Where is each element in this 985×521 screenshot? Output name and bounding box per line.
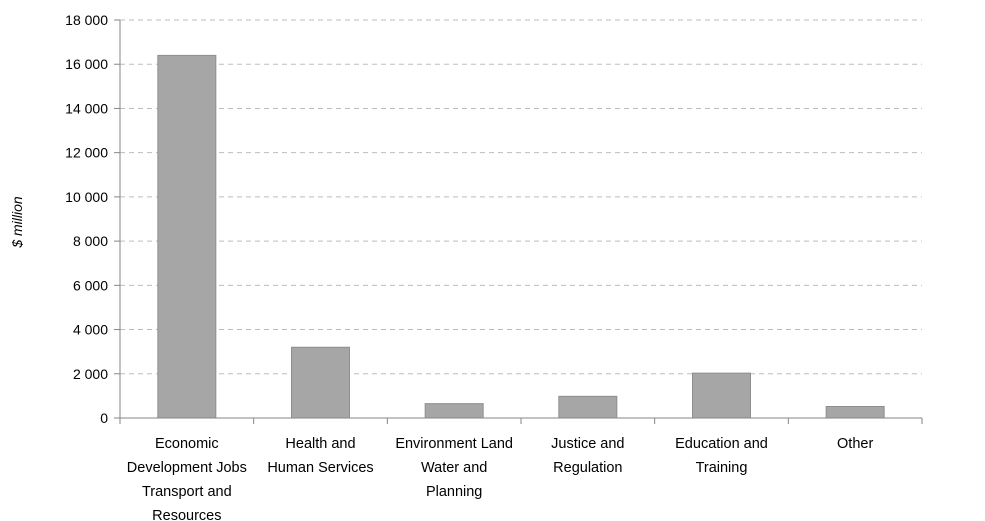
x-category-label-line: Development Jobs xyxy=(127,460,247,476)
y-tick-label: 6 000 xyxy=(73,277,108,293)
x-category-label-line: Economic xyxy=(155,436,219,452)
y-axis-title: $ million xyxy=(9,196,25,249)
x-category-label: Environment Land Water and Planning xyxy=(395,436,513,500)
x-category-label: Other xyxy=(837,436,873,452)
x-category-label-line: Justice and xyxy=(551,436,624,452)
bars xyxy=(157,54,885,419)
x-category-label-line: Resources xyxy=(152,508,221,521)
y-tick-label: 12 000 xyxy=(65,145,108,161)
x-category-label: Economic Development Jobs Transport and Res… xyxy=(127,436,247,521)
x-category-label-line: Transport and xyxy=(142,484,232,500)
x-category-label-line: Training xyxy=(696,460,748,476)
x-category-label: Health and Human Services xyxy=(267,436,373,476)
x-category-label: Education and Training xyxy=(675,436,768,476)
y-tick-label: 10 000 xyxy=(65,189,108,205)
x-category-label-line: Regulation xyxy=(553,460,622,476)
x-category-labels: Economic Development Jobs Transport and Res… xyxy=(127,436,874,521)
x-category-label-line: Other xyxy=(837,436,873,452)
bar xyxy=(558,395,618,419)
y-tick-label: 0 xyxy=(100,410,108,426)
x-category-label-line: Water and xyxy=(421,460,487,476)
bar xyxy=(825,406,885,419)
y-tick-label: 14 000 xyxy=(65,100,108,116)
x-category-label-line: Planning xyxy=(426,484,482,500)
axes xyxy=(114,19,923,424)
x-category-label-line: Health and xyxy=(285,436,355,452)
y-tick-label: 2 000 xyxy=(73,366,108,382)
x-category-label-line: Environment Land xyxy=(395,436,513,452)
y-tick-label: 18 000 xyxy=(65,12,108,28)
bar xyxy=(692,372,751,419)
x-category-label: Justice and Regulation xyxy=(551,436,624,476)
y-tick-label: 8 000 xyxy=(73,233,108,249)
y-tick-labels: 0 2 000 4 000 6 000 8 000 10 000 12 000 14 000 1… xyxy=(65,12,108,426)
y-tick-label: 16 000 xyxy=(65,56,108,72)
gridlines xyxy=(120,19,922,375)
bar xyxy=(291,346,350,419)
y-tick-label: 4 000 xyxy=(73,322,108,338)
x-category-label-line: Education and xyxy=(675,436,768,452)
bar xyxy=(157,54,217,419)
bar xyxy=(424,403,484,419)
x-category-label-line: Human Services xyxy=(267,460,373,476)
